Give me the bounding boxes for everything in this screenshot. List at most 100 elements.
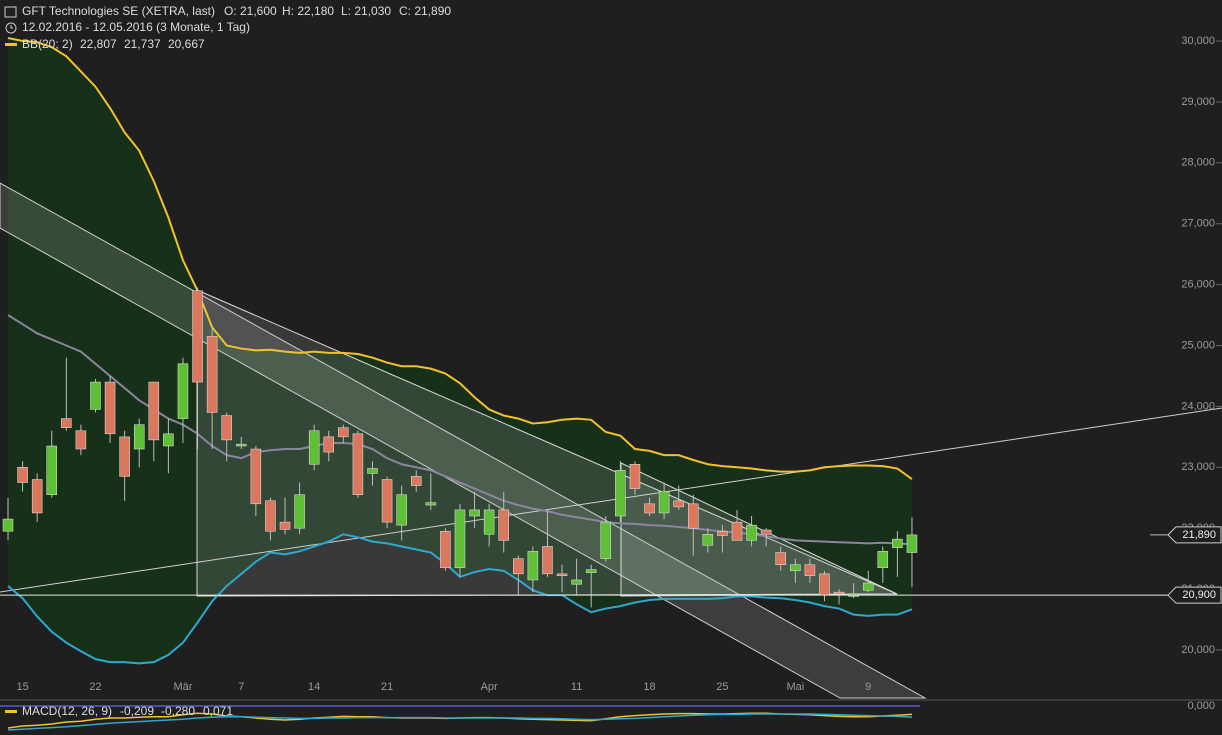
candle-body (294, 494, 305, 529)
band-fill (882, 466, 898, 615)
band-fill (897, 468, 913, 615)
y-tick-label: 24,000 (1181, 400, 1215, 412)
y-tick-label: 29,000 (1181, 96, 1215, 108)
candle-body (250, 448, 262, 505)
candle-body (90, 381, 101, 410)
band-fill (241, 348, 257, 574)
header: GFT Technologies SE (XETRA, last) O: 21,… (4, 4, 451, 718)
candle-body (746, 524, 757, 541)
x-tick-label: 9 (865, 681, 871, 693)
candle-body (542, 546, 553, 575)
band-fill (416, 366, 432, 553)
candle-body (644, 503, 655, 514)
candle-body (75, 430, 87, 450)
candle-body (2, 518, 14, 532)
y-tick-label: 25,000 (1181, 339, 1215, 351)
x-tick-label: 18 (643, 681, 655, 693)
candle-body (381, 479, 393, 523)
candle-body (585, 569, 597, 573)
period: 12.02.2016 - 12.05.2016 (3 Monate, 1 Tag… (22, 20, 250, 34)
candle-body (629, 464, 641, 489)
quote-low: L: 21,030 (341, 4, 391, 18)
band-line (7, 37, 913, 480)
candle-body (192, 290, 203, 383)
quote-high: H: 22,180 (282, 4, 334, 18)
y-tick-label: 27,000 (1181, 218, 1215, 230)
y-tick-label: 23,000 (1181, 461, 1215, 473)
candle-body (673, 500, 684, 508)
candle-body (731, 521, 743, 541)
y-tick-label: 0,000 (1187, 700, 1215, 712)
band-fill (124, 132, 140, 664)
band-fill (839, 465, 854, 615)
band-fill (226, 345, 242, 587)
band-fill (168, 217, 184, 655)
candle-body (221, 415, 232, 441)
band-fill (766, 470, 782, 599)
quote-open: O: 21,600 (224, 4, 277, 18)
y-tick-label: 20,000 (1181, 644, 1215, 656)
band-fill (66, 56, 82, 652)
quote-close: C: 21,890 (399, 4, 451, 18)
candle-body (513, 558, 524, 575)
legend-swatch (5, 710, 17, 713)
candle-body (396, 494, 407, 526)
x-tick-label: 22 (89, 681, 101, 693)
band-fill (153, 181, 169, 663)
candle-body (46, 445, 57, 495)
band-fill (95, 86, 111, 663)
candle-body (862, 582, 874, 591)
candle-body (323, 436, 335, 453)
candles (2, 287, 918, 608)
candle-body (877, 551, 889, 569)
candle-body (804, 564, 816, 576)
band-fill (314, 351, 330, 547)
x-tick-label: 7 (238, 681, 244, 693)
candle-body (133, 424, 145, 450)
chart-title: GFT Technologies SE (XETRA, last) (22, 4, 215, 18)
trend-channel (0, 182, 927, 699)
indicator-value: 20,667 (168, 37, 205, 51)
candle-body (163, 433, 174, 447)
y-tick-label: 26,000 (1181, 279, 1215, 291)
candle-body (338, 427, 349, 438)
x-tick-label: 11 (571, 681, 582, 693)
price-label: 21,890 (1182, 529, 1216, 541)
candle-body (148, 381, 160, 441)
candle-body (454, 509, 466, 569)
x-tick-label: Apr (481, 681, 498, 693)
band-fill (868, 465, 884, 616)
drawings (0, 182, 1222, 699)
macd-panel: 0,000 (0, 700, 1215, 731)
candle-body (658, 491, 670, 514)
candle-body (556, 573, 568, 576)
x-tick-label: 14 (308, 681, 320, 693)
candle-body (265, 500, 276, 532)
band-fill (576, 418, 592, 613)
candle-body (760, 529, 772, 535)
macd-line (7, 713, 913, 731)
macd-value: -0,209 (120, 704, 154, 718)
candle-body (527, 551, 539, 581)
candle-body (498, 509, 509, 541)
band-fill (518, 418, 534, 591)
macd-name: MACD(12, 26, 9) (22, 704, 112, 718)
candle-body (775, 552, 786, 565)
band-fill (139, 150, 155, 664)
band-fill (430, 368, 446, 564)
clock-hand (10, 25, 13, 29)
chart-icon (4, 6, 17, 18)
candle-body (440, 530, 451, 569)
candle-body (206, 336, 218, 413)
candle-body (717, 530, 728, 536)
band-fill (737, 467, 752, 597)
price-label: 20,900 (1182, 589, 1216, 601)
candle-body (688, 503, 699, 529)
band-fill (8, 37, 23, 599)
x-tick-label: Mär (173, 681, 192, 693)
candle-body (615, 470, 626, 517)
candle-body (571, 579, 582, 585)
candle-body (308, 430, 320, 465)
candle-body (892, 538, 903, 548)
